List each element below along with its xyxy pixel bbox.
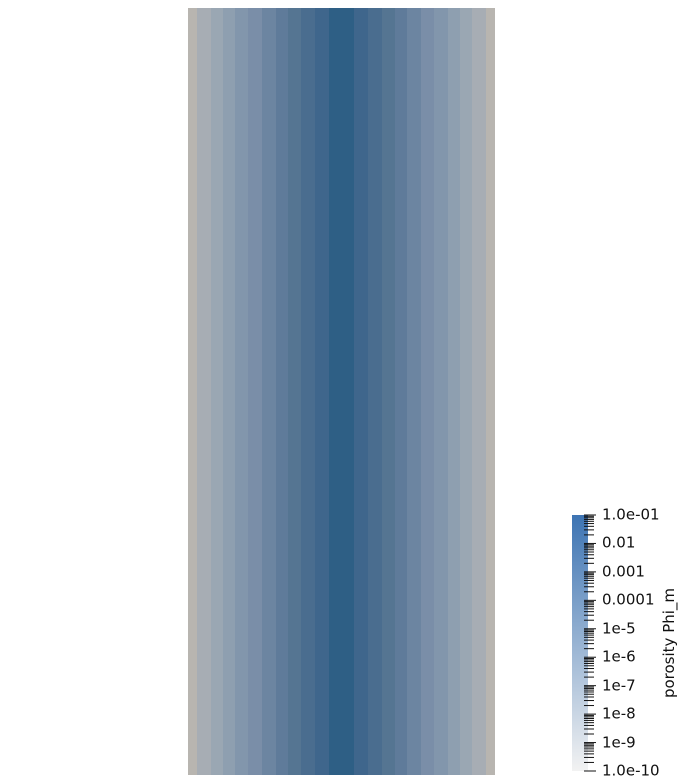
porosity-field-domain[interactable] (188, 8, 495, 775)
porosity-band (485, 8, 495, 775)
colorbar-tick-label: 0.001 (602, 562, 645, 581)
colorbar-tick-label: 1e-5 (602, 619, 636, 638)
porosity-band (197, 8, 211, 775)
porosity-band (222, 8, 235, 775)
porosity-band (434, 8, 449, 775)
colorbar-gradient (572, 515, 588, 771)
porosity-band (248, 8, 263, 775)
colorbar-tick-label: 1.0e-01 (602, 505, 660, 524)
colorbar-tick-label: 1e-9 (602, 733, 636, 752)
porosity-band (448, 8, 461, 775)
porosity-band (315, 8, 329, 775)
porosity-band (210, 8, 223, 775)
porosity-band (395, 8, 408, 775)
colorbar-tick-label: 0.0001 (602, 590, 655, 609)
porosity-band (328, 8, 355, 775)
porosity-band (301, 8, 315, 775)
porosity-band (367, 8, 382, 775)
colorbar-title: porosity Phi_m (660, 587, 678, 699)
porosity-band (354, 8, 368, 775)
porosity-band (262, 8, 276, 775)
porosity-band (407, 8, 421, 775)
porosity-band (460, 8, 473, 775)
colorbar-tick-label: 1e-6 (602, 647, 636, 666)
porosity-band (188, 8, 198, 775)
porosity-band (234, 8, 249, 775)
porosity-band (381, 8, 396, 775)
colorbar-tick-label: 1e-8 (602, 704, 636, 723)
porosity-band (420, 8, 435, 775)
porosity-band (275, 8, 288, 775)
colorbar-gradient-bar (572, 515, 588, 771)
porosity-band (472, 8, 486, 775)
colorbar-tick-label: 1.0e-10 (602, 761, 660, 780)
colorbar-tick-marks (584, 514, 596, 772)
colorbar-tick-label: 0.01 (602, 533, 636, 552)
porosity-band (287, 8, 302, 775)
colorbar-tick-label: 1e-7 (602, 676, 636, 695)
